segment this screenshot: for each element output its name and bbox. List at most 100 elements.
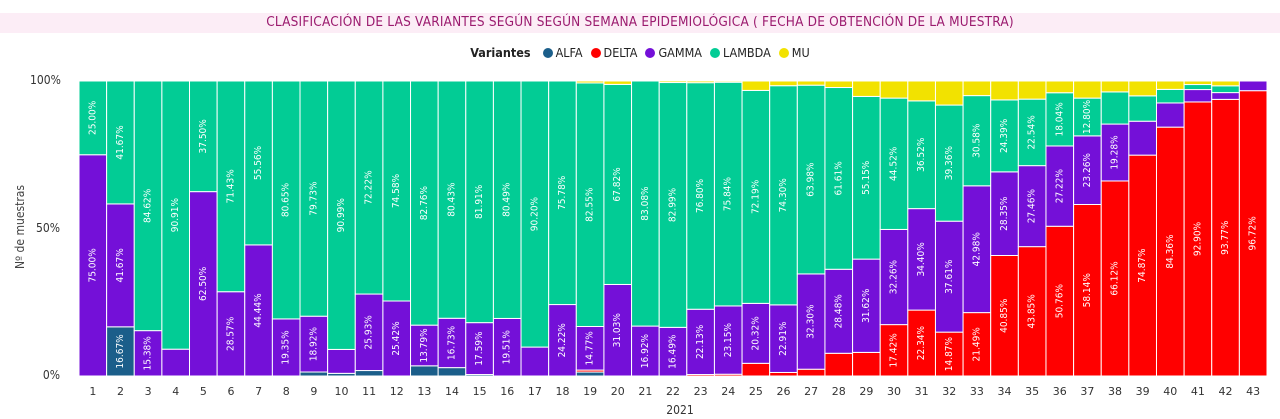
bar-delta-week-42[interactable] [1211, 98, 1240, 377]
bar-gamma-week-2[interactable] [106, 203, 135, 328]
bar-lambda-week-7[interactable] [244, 80, 273, 246]
bar-lambda-week-30[interactable] [879, 97, 909, 230]
legend-item-alfa[interactable]: ALFA [542, 45, 583, 60]
bar-lambda-week-13[interactable] [410, 80, 439, 326]
legend-item-lambda[interactable]: LAMBDA [709, 45, 771, 60]
bar-delta-week-29[interactable] [852, 351, 881, 377]
bar-mu-week-41[interactable] [1183, 80, 1213, 86]
bar-lambda-week-6[interactable] [216, 80, 246, 293]
bar-lambda-week-1[interactable] [78, 80, 108, 156]
bar-lambda-week-36[interactable] [1045, 92, 1075, 147]
bar-lambda-week-34[interactable] [990, 99, 1019, 173]
bar-delta-week-26[interactable] [769, 371, 798, 377]
bar-lambda-week-2[interactable] [106, 80, 135, 205]
bar-gamma-week-15[interactable] [465, 322, 494, 376]
bar-gamma-week-29[interactable] [852, 258, 881, 353]
bar-mu-week-28[interactable] [824, 80, 854, 89]
bar-alfa-week-9[interactable] [299, 371, 329, 377]
bar-lambda-week-12[interactable] [382, 80, 412, 302]
bar-lambda-week-10[interactable] [327, 80, 356, 350]
bar-alfa-week-13[interactable] [410, 365, 439, 377]
bar-mu-week-40[interactable] [1155, 80, 1185, 90]
bar-mu-week-34[interactable] [990, 80, 1019, 101]
bar-lambda-week-33[interactable] [962, 95, 992, 187]
bar-lambda-week-18[interactable] [548, 80, 577, 306]
bar-mu-week-24[interactable] [713, 80, 743, 83]
bar-mu-week-31[interactable] [907, 80, 936, 102]
bar-mu-week-36[interactable] [1045, 80, 1075, 94]
bar-alfa-week-2[interactable] [106, 326, 135, 377]
bar-mu-week-20[interactable] [603, 80, 633, 85]
bar-mu-week-35[interactable] [1017, 80, 1047, 100]
bar-mu-week-38[interactable] [1100, 80, 1130, 93]
bar-lambda-week-8[interactable] [271, 80, 301, 320]
bar-gamma-week-14[interactable] [437, 317, 467, 369]
bar-lambda-week-4[interactable] [161, 80, 191, 350]
bar-mu-week-39[interactable] [1128, 80, 1157, 97]
bar-gamma-week-40[interactable] [1155, 102, 1185, 128]
bar-lambda-week-28[interactable] [824, 87, 854, 270]
bar-lambda-week-9[interactable] [299, 80, 329, 317]
bar-mu-week-33[interactable] [962, 80, 992, 97]
bar-delta-week-27[interactable] [796, 368, 826, 377]
bar-mu-week-32[interactable] [934, 80, 964, 106]
bar-lambda-week-38[interactable] [1100, 91, 1130, 125]
bar-gamma-week-38[interactable] [1100, 123, 1130, 182]
bar-gamma-week-17[interactable] [520, 346, 550, 377]
bar-gamma-week-26[interactable] [769, 304, 798, 373]
bar-lambda-week-15[interactable] [465, 80, 494, 324]
bar-gamma-week-7[interactable] [244, 244, 273, 377]
bar-gamma-week-43[interactable] [1238, 80, 1268, 92]
bar-alfa-week-19[interactable] [575, 371, 605, 377]
bar-gamma-week-41[interactable] [1183, 89, 1213, 103]
bar-alfa-week-14[interactable] [437, 367, 467, 377]
bar-gamma-week-10[interactable] [327, 348, 356, 374]
bar-mu-week-30[interactable] [879, 80, 909, 99]
bar-delta-week-38[interactable] [1100, 180, 1130, 377]
bar-delta-week-37[interactable] [1073, 203, 1102, 377]
bar-delta-week-31[interactable] [907, 309, 936, 377]
bar-mu-week-29[interactable] [852, 80, 881, 97]
bar-lambda-week-32[interactable] [934, 104, 964, 222]
bar-lambda-week-14[interactable] [437, 80, 467, 319]
bar-gamma-week-18[interactable] [548, 304, 577, 377]
bar-delta-week-33[interactable] [962, 312, 992, 377]
bar-delta-week-25[interactable] [741, 362, 771, 377]
bar-gamma-week-25[interactable] [741, 302, 771, 364]
legend-item-delta[interactable]: DELTA [590, 45, 637, 60]
bar-mu-week-37[interactable] [1073, 80, 1102, 99]
bar-delta-week-28[interactable] [824, 352, 854, 377]
bar-delta-week-34[interactable] [990, 254, 1019, 377]
bar-mu-week-27[interactable] [796, 80, 826, 86]
bar-mu-week-25[interactable] [741, 80, 771, 91]
bar-gamma-week-12[interactable] [382, 300, 412, 377]
bar-lambda-week-17[interactable] [520, 80, 550, 348]
bar-lambda-week-21[interactable] [631, 80, 660, 327]
bar-lambda-week-40[interactable] [1155, 88, 1185, 104]
bar-delta-week-43[interactable] [1238, 90, 1268, 377]
bar-mu-week-22[interactable] [658, 80, 688, 84]
legend-item-mu[interactable]: MU [778, 45, 810, 60]
bar-gamma-week-39[interactable] [1128, 120, 1157, 156]
bar-gamma-week-6[interactable] [216, 291, 246, 377]
bar-delta-week-41[interactable] [1183, 101, 1213, 377]
bar-lambda-week-22[interactable] [658, 82, 688, 328]
bar-lambda-week-39[interactable] [1128, 95, 1157, 122]
bar-lambda-week-25[interactable] [741, 89, 771, 304]
bar-delta-week-40[interactable] [1155, 126, 1185, 377]
bar-gamma-week-4[interactable] [161, 348, 191, 377]
legend-item-gamma[interactable]: GAMMA [645, 45, 702, 60]
bar-delta-week-35[interactable] [1017, 246, 1047, 377]
bar-mu-week-26[interactable] [769, 80, 798, 87]
bar-mu-week-19[interactable] [575, 80, 605, 84]
bar-gamma-week-42[interactable] [1211, 92, 1240, 100]
bar-lambda-week-23[interactable] [686, 82, 715, 310]
bar-lambda-week-41[interactable] [1183, 84, 1213, 91]
bar-alfa-week-11[interactable] [354, 370, 384, 377]
bar-lambda-week-27[interactable] [796, 84, 826, 275]
bar-lambda-week-42[interactable] [1211, 85, 1240, 94]
bar-gamma-week-1[interactable] [78, 154, 108, 377]
bar-mu-week-23[interactable] [686, 80, 715, 84]
bar-gamma-week-31[interactable] [907, 208, 936, 311]
bar-lambda-week-3[interactable] [133, 80, 163, 332]
